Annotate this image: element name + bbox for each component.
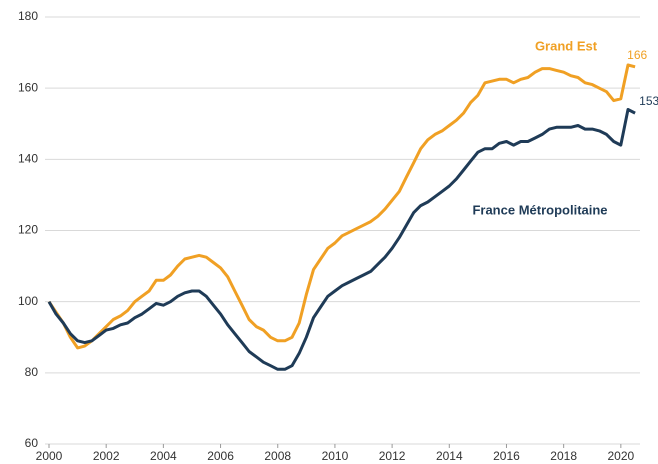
x-tick-label: 2014 [436,449,463,463]
x-tick-label: 2016 [493,449,520,463]
x-tick-label: 2020 [607,449,634,463]
line [47,108,636,371]
y-tick-label: 140 [18,152,38,166]
x-tick-label: 2006 [207,449,234,463]
x-tick-label: 2000 [36,449,63,463]
x-tick-label: 2010 [322,449,349,463]
y-tick-label: 160 [18,80,38,94]
x-tick-label: 2004 [150,449,177,463]
end-value-label: 166 [627,48,647,62]
end-value-label: 153 [639,94,658,108]
y-tick-label: 60 [25,436,39,450]
y-tick-label: 180 [18,9,38,23]
series-label: France Métropolitaine [472,202,607,217]
y-tick-label: 100 [18,294,38,308]
x-tick-label: 2012 [379,449,406,463]
x-tick-label: 2018 [550,449,577,463]
x-tick-label: 2002 [93,449,120,463]
line [47,63,636,350]
y-tick-label: 80 [25,365,39,379]
x-tick-label: 2008 [264,449,291,463]
y-tick-label: 120 [18,223,38,237]
series-label: Grand Est [535,38,598,53]
